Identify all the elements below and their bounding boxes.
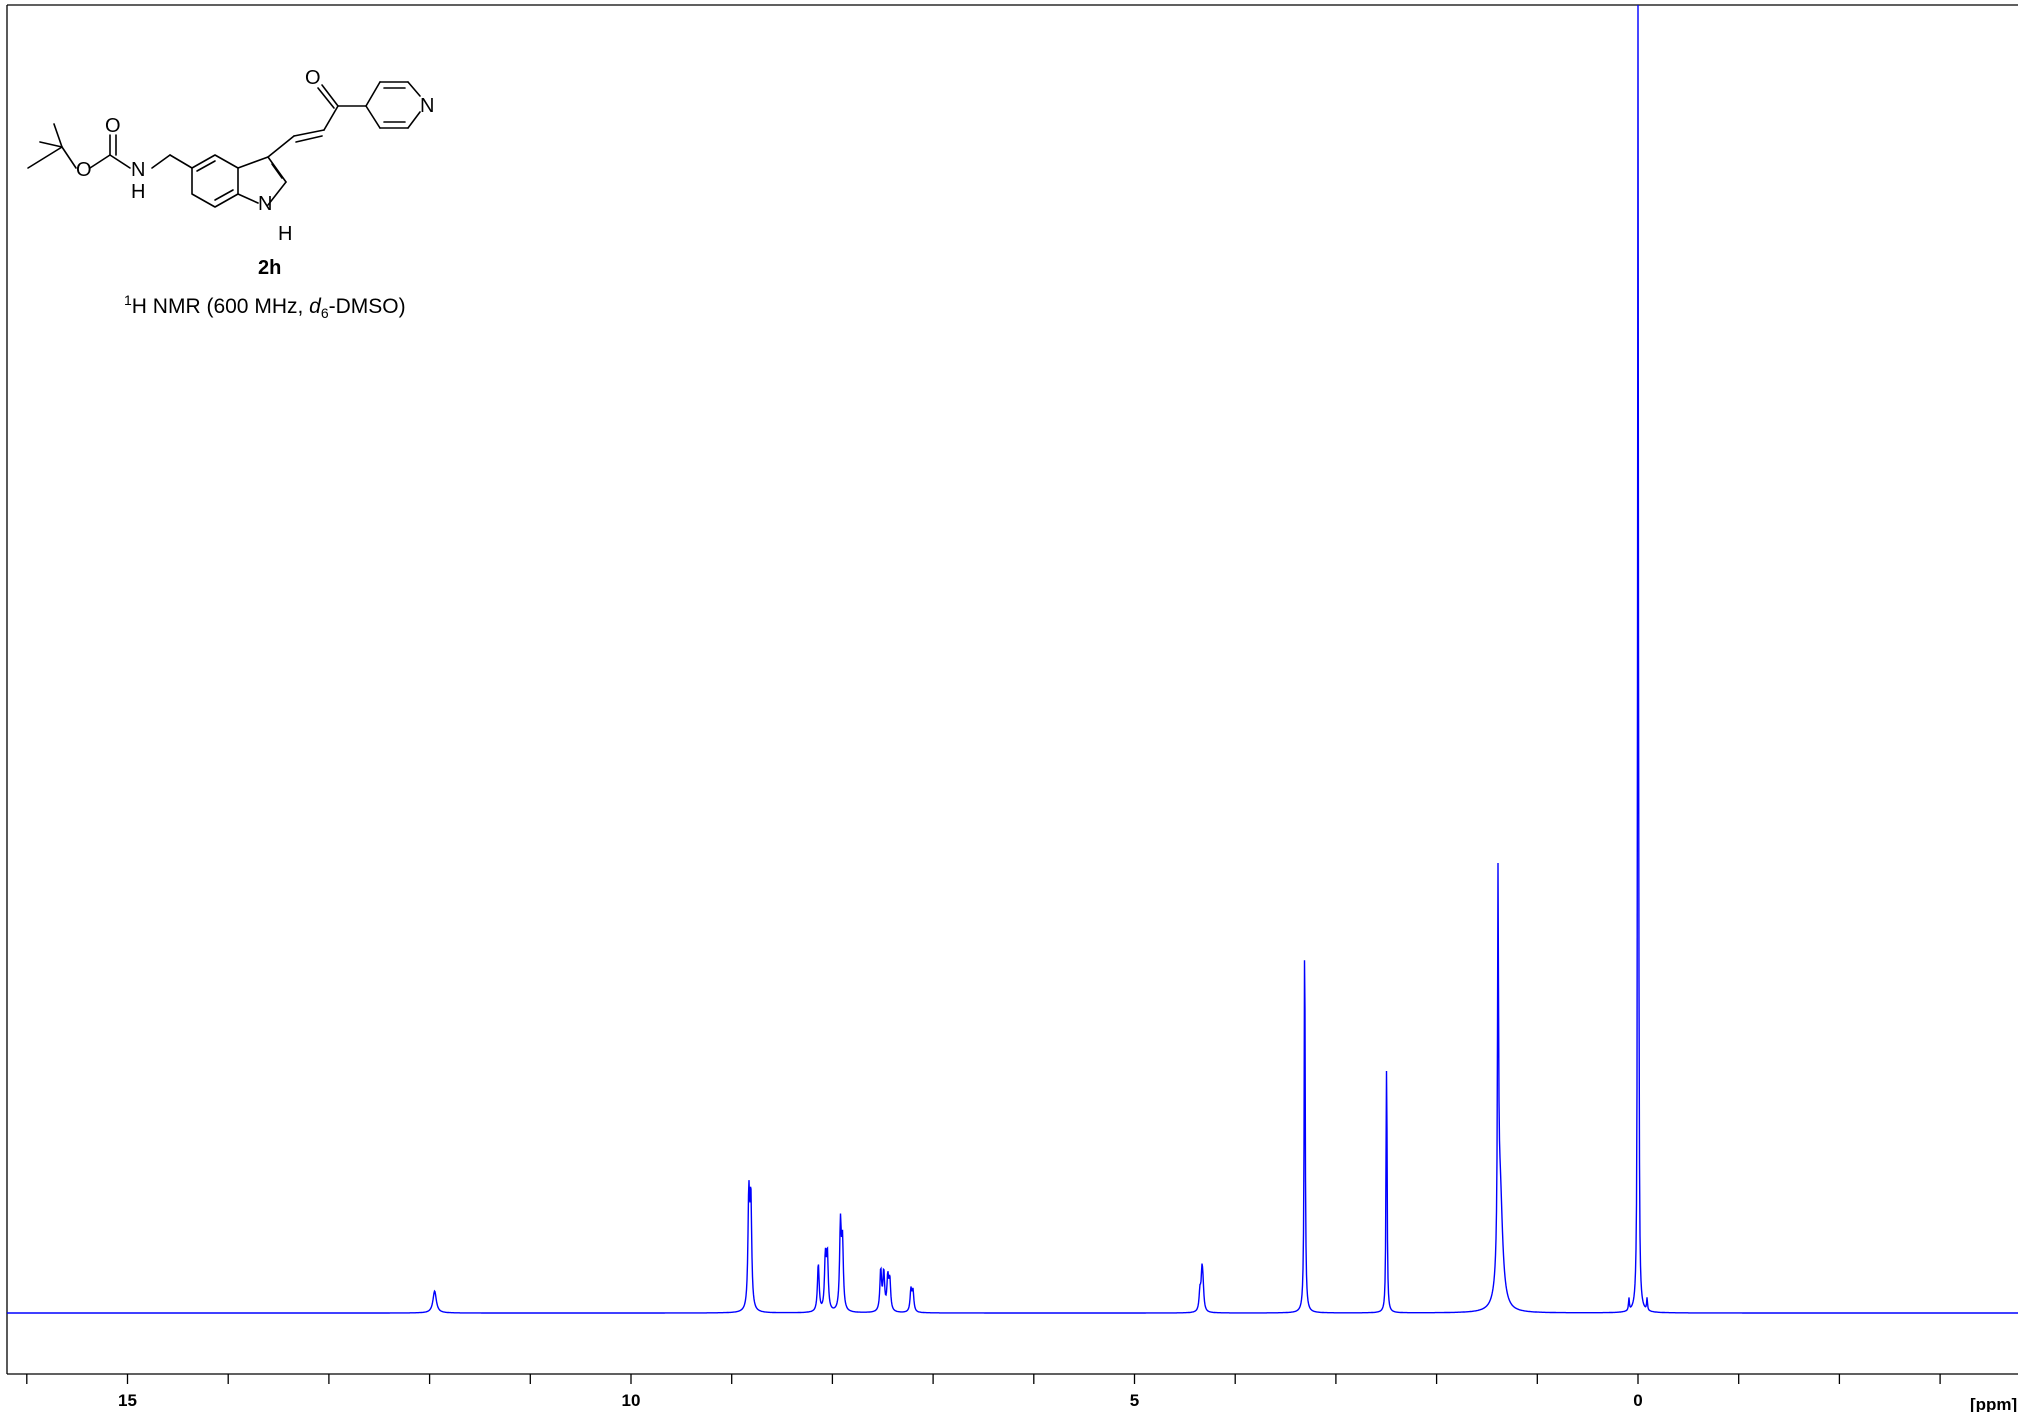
caption-solvent-italic: d (309, 295, 321, 318)
x-tick-label-5: 5 (1130, 1391, 1139, 1410)
caption-nucleus: H NMR (600 MHz, (131, 295, 310, 318)
atom-nh2: N (258, 193, 272, 215)
x-tick-label-15: 15 (118, 1391, 137, 1410)
x-axis-tick-labels: 15 10 5 0 (118, 1391, 1643, 1410)
molecule-structure: O O N H O N N H (27, 67, 434, 245)
atom-nh1: N (131, 159, 145, 181)
spectrum-line (7, 4, 2018, 1314)
atom-nh2-h: H (278, 223, 292, 245)
caption-solvent-sub: 6 (320, 305, 329, 322)
atom-o3: O (305, 67, 321, 89)
caption-solvent-rest: -DMSO) (328, 295, 406, 318)
atom-nh1-h: H (131, 181, 145, 203)
x-axis-label: [ppm] (1970, 1395, 2017, 1412)
compound-label: 2h (258, 257, 282, 279)
x-tick-label-10: 10 (622, 1391, 641, 1410)
atom-n-pyridine: N (420, 95, 434, 117)
x-axis-ticks (26, 1374, 1941, 1384)
spectrum-caption: 1H NMR (600 MHz, d6-DMSO) (124, 292, 406, 321)
atom-o2: O (105, 115, 121, 137)
atom-o1: O (76, 159, 92, 181)
x-tick-label-0: 0 (1633, 1391, 1642, 1410)
caption-nucleus-sup: 1 (124, 292, 132, 308)
